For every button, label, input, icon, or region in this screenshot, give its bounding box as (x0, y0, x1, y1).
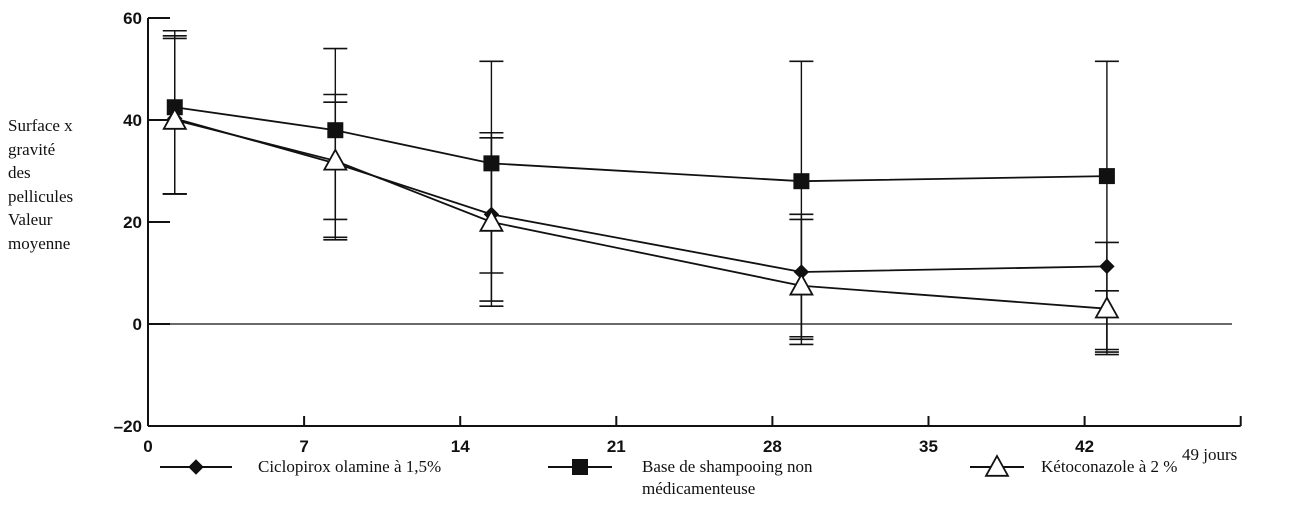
chart-axes (147, 17, 1242, 427)
y-axis-label: Surface x gravité des pellicules Valeur … (8, 114, 128, 255)
x-tick-label: 14 (451, 437, 470, 456)
series-line-square (174, 106, 1107, 183)
data-point-triangle-open (478, 209, 504, 232)
data-point-triangle-open (322, 147, 348, 171)
legend-label-ciclopirox: Ciclopirox olamine à 1,5% (258, 456, 441, 478)
y-axis-label-line: Surface x (8, 116, 73, 135)
legend-marker-square (572, 459, 588, 475)
legend-label-ketoconazole: Kétoconazole à 2 % (1041, 456, 1177, 478)
legend-label-line: Ciclopirox olamine à 1,5% (258, 457, 442, 476)
series-line-triangle-open (174, 119, 1107, 310)
y-tick-label: 60 (123, 9, 142, 28)
legend-label-line: médicamenteuse (642, 479, 756, 498)
x-tick-label: 28 (763, 437, 782, 456)
y-axis-label-line: pellicules (8, 186, 74, 206)
x-tick-label: 0 (143, 437, 152, 456)
legend-marker-diamond (188, 459, 204, 475)
data-point-triangle-open (1094, 295, 1120, 319)
y-axis-label-line: moyenne (8, 233, 71, 253)
data-point-square (1098, 168, 1115, 185)
legend-marker-triangle-open (984, 454, 1010, 477)
y-tick-label: 40 (123, 111, 142, 130)
data-point-triangle-open (162, 107, 188, 130)
y-axis-label-line: des (8, 163, 31, 182)
data-point-square (483, 155, 500, 172)
y-tick-label: 0 (133, 315, 142, 334)
data-point-square (327, 122, 344, 139)
y-axis-label-line: Valeur (8, 210, 53, 229)
x-tick-label: 42 (1075, 437, 1094, 456)
legend-label-line: Kétoconazole à 2 % (1041, 457, 1178, 476)
y-axis-label-line: gravité (8, 139, 56, 159)
y-tick-label: –20 (114, 417, 142, 436)
data-point-diamond (1099, 258, 1115, 275)
data-point-triangle-open (788, 272, 814, 296)
series-lines (174, 106, 1107, 310)
x-tick-label: 35 (919, 437, 938, 456)
legend-label-base-shampooing: Base de shampooing non médicamenteuse (642, 456, 812, 500)
legend-symbols (160, 454, 1024, 477)
x-axis-unit-label: 49 jours (1182, 445, 1238, 464)
data-point-square (793, 173, 810, 190)
series-markers (162, 99, 1120, 319)
legend-label-line: Base de shampooing non (642, 457, 813, 476)
error-bars (162, 29, 1119, 356)
x-tick-label: 7 (299, 437, 308, 456)
y-tick-label: 20 (123, 213, 142, 232)
x-tick-label: 21 (607, 437, 626, 456)
series-line-diamond (174, 117, 1107, 273)
